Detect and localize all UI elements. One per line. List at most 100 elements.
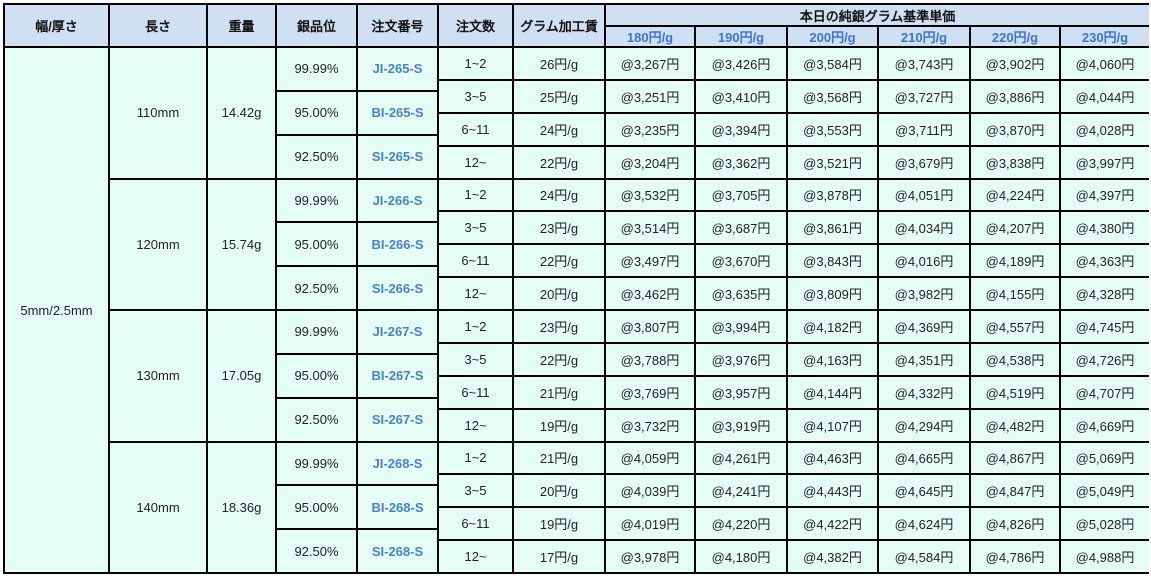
header-price-4: 220円/g xyxy=(971,27,1059,46)
qty-cell: 6~11 xyxy=(439,113,512,145)
header-length: 長さ xyxy=(110,5,206,46)
price-cell: @4,482円 xyxy=(971,409,1059,441)
price-cell: @4,328円 xyxy=(1061,278,1149,309)
price-cell: @3,861円 xyxy=(788,212,877,244)
weight-cell: 15.74g xyxy=(208,179,275,309)
qty-cell: 3~5 xyxy=(439,80,512,112)
fee-cell: 23円/g xyxy=(514,212,604,244)
price-cell: @4,332円 xyxy=(879,376,969,408)
price-cell: @4,397円 xyxy=(1061,179,1149,211)
price-cell: @3,705円 xyxy=(696,179,786,211)
price-cell: @3,679円 xyxy=(879,146,969,178)
price-cell: @4,034円 xyxy=(879,212,969,244)
price-cell: @4,220円 xyxy=(696,508,786,540)
price-cell: @4,665円 xyxy=(879,442,969,474)
order-code: SI-267-S xyxy=(358,398,437,441)
purity-cell: 95.00% xyxy=(277,91,356,134)
qty-cell: 1~2 xyxy=(439,179,512,211)
order-code: JI-266-S xyxy=(358,179,437,222)
fee-cell: 20円/g xyxy=(514,278,604,309)
order-code: BI-265-S xyxy=(358,91,437,134)
price-cell: @3,809円 xyxy=(788,278,877,309)
header-price-1: 190円/g xyxy=(696,27,786,46)
price-cell: @3,362円 xyxy=(696,146,786,178)
fee-cell: 22円/g xyxy=(514,146,604,178)
fee-cell: 22円/g xyxy=(514,245,604,277)
price-cell: @4,351円 xyxy=(879,343,969,375)
price-cell: @4,363円 xyxy=(1061,245,1149,277)
purity-cell: 95.00% xyxy=(277,354,356,397)
price-cell: @5,069円 xyxy=(1061,442,1149,474)
qty-cell: 3~5 xyxy=(439,343,512,375)
price-cell: @3,870円 xyxy=(971,113,1059,145)
price-cell: @3,394円 xyxy=(696,113,786,145)
price-cell: @4,463円 xyxy=(788,442,877,474)
price-cell: @3,838円 xyxy=(971,146,1059,178)
price-cell: @3,843円 xyxy=(788,245,877,277)
order-code: SI-265-S xyxy=(358,135,437,178)
qty-cell: 12~ xyxy=(439,541,512,572)
price-cell: @4,163円 xyxy=(788,343,877,375)
price-cell: @4,624円 xyxy=(879,508,969,540)
price-cell: @4,044円 xyxy=(1061,80,1149,112)
qty-cell: 12~ xyxy=(439,409,512,441)
price-cell: @4,826円 xyxy=(971,508,1059,540)
price-cell: @4,988円 xyxy=(1061,541,1149,572)
purity-cell: 99.99% xyxy=(277,48,356,90)
price-cell: @4,039円 xyxy=(606,475,694,507)
price-cell: @3,532円 xyxy=(606,179,694,211)
length-cell: 140mm xyxy=(110,442,206,572)
price-cell: @4,443円 xyxy=(788,475,877,507)
price-cell: @3,687円 xyxy=(696,212,786,244)
weight-cell: 14.42g xyxy=(208,48,275,178)
qty-cell: 12~ xyxy=(439,278,512,309)
price-cell: @3,711円 xyxy=(879,113,969,145)
header-price-2: 200円/g xyxy=(788,27,877,46)
price-cell: @5,049円 xyxy=(1061,475,1149,507)
price-cell: @4,060円 xyxy=(1061,48,1149,79)
price-cell: @4,380円 xyxy=(1061,212,1149,244)
price-cell: @3,982円 xyxy=(879,278,969,309)
order-code: BI-267-S xyxy=(358,354,437,397)
order-code: BI-266-S xyxy=(358,223,437,266)
price-cell: @4,182円 xyxy=(788,311,877,342)
purity-cell: 92.50% xyxy=(277,398,356,441)
purity-cell: 92.50% xyxy=(277,135,356,178)
price-cell: @4,422円 xyxy=(788,508,877,540)
qty-cell: 3~5 xyxy=(439,475,512,507)
order-code: SI-268-S xyxy=(358,530,437,572)
price-cell: @3,997円 xyxy=(1061,146,1149,178)
width-cell: 5mm/2.5mm xyxy=(5,48,108,572)
price-cell: @3,514円 xyxy=(606,212,694,244)
order-code: JI-268-S xyxy=(358,442,437,485)
price-cell: @3,568円 xyxy=(788,80,877,112)
price-cell: @3,732円 xyxy=(606,409,694,441)
price-cell: @3,886円 xyxy=(971,80,1059,112)
qty-cell: 6~11 xyxy=(439,245,512,277)
qty-cell: 1~2 xyxy=(439,442,512,474)
price-cell: @3,976円 xyxy=(696,343,786,375)
price-cell: @4,867円 xyxy=(971,442,1059,474)
purity-cell: 92.50% xyxy=(277,530,356,572)
price-cell: @3,919円 xyxy=(696,409,786,441)
purity-cell: 99.99% xyxy=(277,311,356,353)
price-cell: @3,497円 xyxy=(606,245,694,277)
header-price-0: 180円/g xyxy=(606,27,694,46)
header-price-5: 230円/g xyxy=(1061,27,1149,46)
qty-cell: 6~11 xyxy=(439,508,512,540)
weight-cell: 17.05g xyxy=(208,311,275,441)
price-cell: @4,369円 xyxy=(879,311,969,342)
fee-cell: 26円/g xyxy=(514,48,604,79)
price-cell: @3,978円 xyxy=(606,541,694,572)
order-code: SI-266-S xyxy=(358,267,437,309)
price-cell: @4,786円 xyxy=(971,541,1059,572)
price-cell: @3,670円 xyxy=(696,245,786,277)
fee-cell: 19円/g xyxy=(514,508,604,540)
weight-cell: 18.36g xyxy=(208,442,275,572)
length-cell: 130mm xyxy=(110,311,206,441)
fee-cell: 21円/g xyxy=(514,376,604,408)
fee-cell: 17円/g xyxy=(514,541,604,572)
price-cell: @4,019円 xyxy=(606,508,694,540)
fee-cell: 22円/g xyxy=(514,343,604,375)
price-cell: @3,769円 xyxy=(606,376,694,408)
